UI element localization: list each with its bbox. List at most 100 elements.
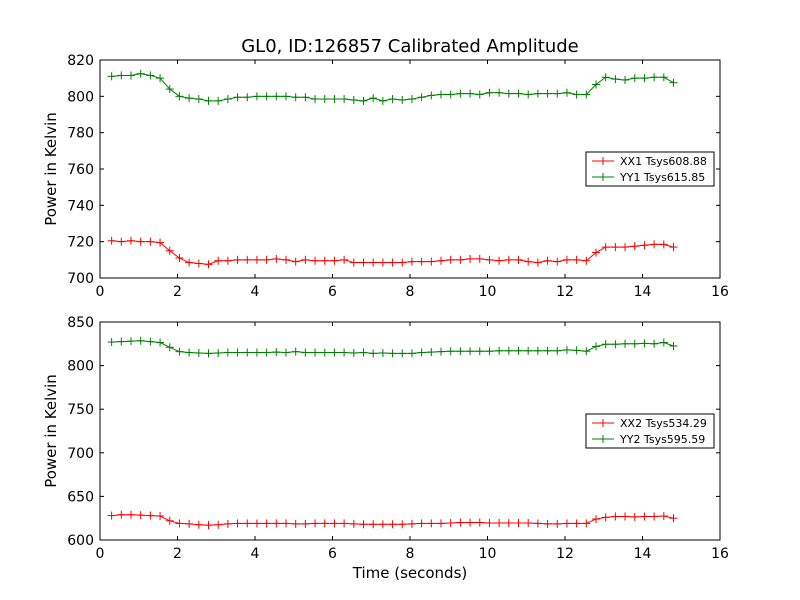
data-point-marker — [485, 518, 494, 527]
data-point-marker — [272, 92, 281, 101]
data-point-marker — [543, 519, 552, 528]
y-tick-label: 600 — [67, 533, 94, 549]
data-point-marker — [553, 346, 562, 355]
x-tick-label: 8 — [406, 546, 415, 562]
data-point-marker — [407, 95, 416, 104]
data-point-marker — [117, 337, 126, 346]
data-point-marker — [543, 256, 552, 265]
data-point-marker — [407, 519, 416, 528]
data-point-marker — [204, 260, 213, 269]
x-tick-label: 0 — [96, 546, 105, 562]
data-point-marker — [194, 95, 203, 104]
data-point-marker — [543, 346, 552, 355]
data-point-marker — [291, 519, 300, 528]
data-point-marker — [592, 80, 600, 89]
data-point-marker — [185, 348, 194, 357]
data-point-marker — [562, 255, 571, 264]
legend-entry: YY1 Tsys615.85 — [592, 171, 705, 184]
data-point-marker — [136, 336, 145, 345]
data-point-marker — [165, 516, 174, 525]
x-tick-label: 10 — [479, 284, 497, 300]
data-point-marker — [504, 518, 513, 527]
chart-title: GL0, ID:126857 Calibrated Amplitude — [241, 36, 579, 57]
data-point-marker — [175, 254, 184, 263]
data-point-marker — [369, 520, 378, 529]
x-tick-label: 6 — [328, 284, 337, 300]
data-point-marker — [475, 254, 484, 263]
data-point-marker — [611, 340, 620, 349]
data-point-marker — [185, 258, 194, 267]
series-2 — [107, 336, 678, 358]
data-point-marker — [495, 346, 504, 355]
data-point-marker — [175, 92, 184, 101]
data-point-marker — [611, 75, 620, 84]
data-point-marker — [417, 257, 426, 266]
data-point-marker — [301, 93, 310, 102]
data-point-marker — [417, 348, 426, 357]
data-point-marker — [311, 519, 320, 528]
data-point-marker — [669, 243, 678, 252]
data-point-marker — [146, 511, 155, 520]
data-point-marker — [466, 347, 475, 356]
data-point-marker — [223, 95, 232, 104]
data-point-marker — [291, 347, 300, 356]
data-point-marker — [582, 90, 591, 99]
data-point-marker — [446, 255, 455, 264]
x-tick-label: 2 — [173, 284, 182, 300]
data-point-marker — [185, 519, 194, 528]
data-point-marker — [611, 243, 620, 252]
data-point-marker — [601, 243, 610, 252]
data-point-marker — [659, 338, 668, 347]
data-point-marker — [659, 512, 668, 521]
data-point-marker — [204, 96, 213, 105]
data-point-marker — [330, 95, 339, 104]
data-point-marker — [243, 255, 252, 264]
data-point-marker — [320, 519, 329, 528]
data-point-marker — [107, 72, 116, 81]
data-point-marker — [485, 347, 494, 356]
data-point-marker — [417, 519, 426, 528]
data-point-marker — [485, 255, 494, 264]
data-point-marker — [214, 96, 223, 105]
y-tick-label: 800 — [67, 359, 94, 375]
data-point-marker — [475, 347, 484, 356]
y-tick-label: 850 — [67, 315, 94, 331]
x-tick-label: 8 — [406, 284, 415, 300]
x-tick-label: 12 — [556, 546, 574, 562]
data-point-marker — [669, 514, 678, 523]
data-point-marker — [252, 519, 261, 528]
data-point-marker — [514, 89, 523, 98]
data-point-marker — [504, 346, 513, 355]
data-point-marker — [107, 511, 116, 520]
y-tick-label: 780 — [67, 126, 94, 142]
data-point-marker — [407, 349, 416, 358]
data-point-marker — [495, 518, 504, 527]
data-point-marker — [456, 89, 465, 98]
data-point-marker — [495, 88, 504, 97]
data-point-marker — [127, 337, 135, 346]
data-point-marker — [650, 73, 659, 82]
data-point-marker — [466, 518, 475, 527]
data-point-marker — [407, 257, 416, 266]
data-point-marker — [252, 92, 261, 101]
data-point-marker — [572, 519, 581, 528]
data-point-marker — [514, 255, 523, 264]
data-point-marker — [243, 348, 252, 357]
data-point-marker — [272, 519, 281, 528]
data-point-marker — [117, 510, 126, 519]
y-axis-label: Power in Kelvin — [42, 112, 60, 226]
data-point-marker — [630, 339, 639, 348]
data-point-marker — [301, 255, 310, 264]
data-point-marker — [223, 348, 232, 357]
data-point-marker — [349, 258, 358, 267]
data-point-marker — [262, 519, 271, 528]
y-tick-label: 700 — [67, 446, 94, 462]
data-point-marker — [340, 519, 349, 528]
series-1 — [107, 236, 678, 269]
data-point-marker — [495, 256, 504, 265]
data-point-marker — [446, 90, 455, 99]
data-point-marker — [127, 71, 135, 80]
data-point-marker — [194, 348, 203, 357]
x-tick-label: 16 — [711, 546, 729, 562]
